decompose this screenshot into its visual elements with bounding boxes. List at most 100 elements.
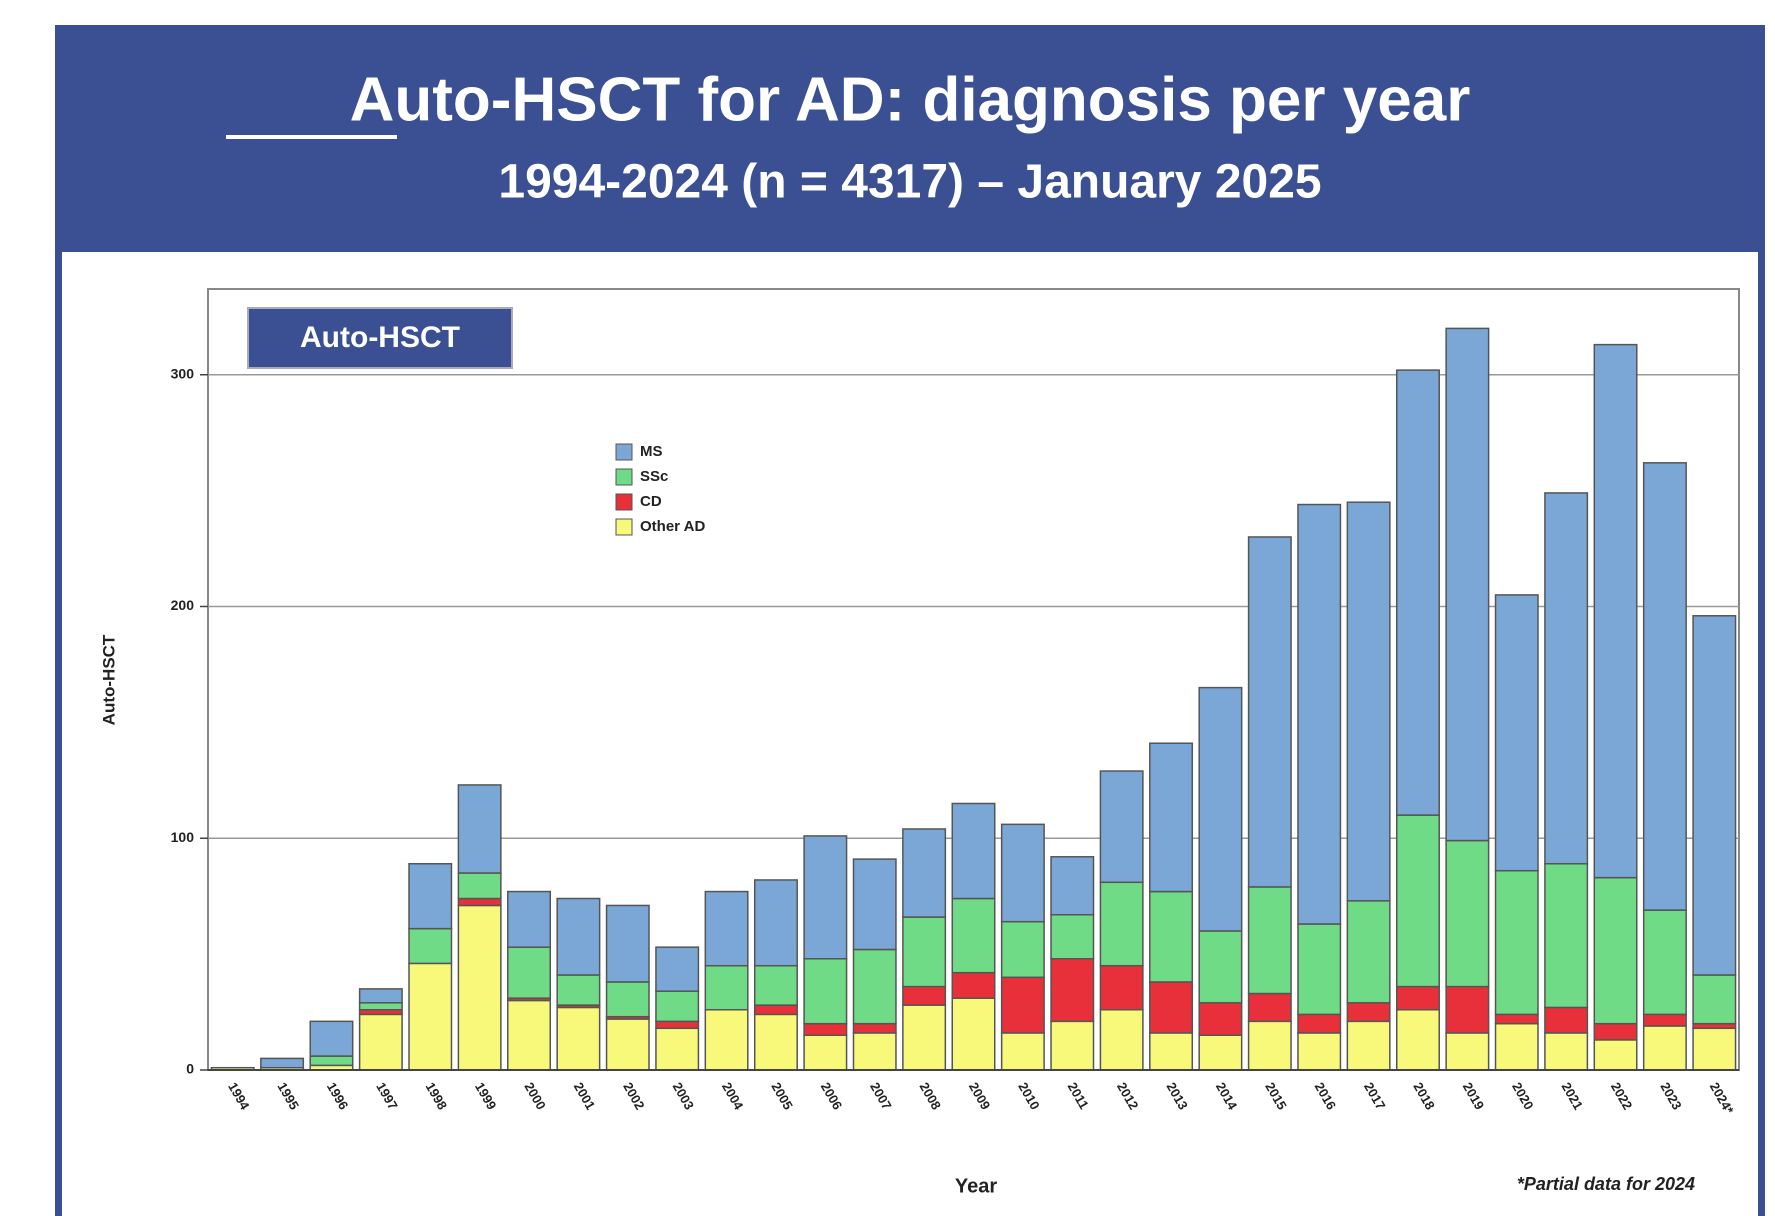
bar-segment: [457, 784, 502, 874]
bar-segment: [1000, 976, 1045, 1034]
bar-segment: [1494, 594, 1539, 872]
bar-segment: [1050, 1020, 1095, 1071]
bar-segment: [951, 802, 996, 900]
bar-segment: [655, 946, 700, 992]
chart-title: Auto-HSCT for AD: diagnosis per year: [350, 65, 1471, 134]
bar-segment: [1099, 881, 1144, 967]
bar-segment: [358, 988, 403, 1004]
y-tick-label: 0: [186, 1061, 194, 1077]
bar-segment: [1099, 1008, 1144, 1071]
bar-segment: [1297, 1032, 1342, 1071]
bar-segment: [753, 879, 798, 967]
bar-segment: [1544, 1032, 1589, 1071]
bar-segment: [556, 1006, 601, 1071]
bar-segment: [655, 1020, 700, 1030]
bar-segment: [902, 916, 947, 988]
bar-segment: [1593, 343, 1638, 879]
bar-segment: [1445, 985, 1490, 1034]
bar-segment: [1395, 814, 1440, 988]
bar-segment: [1692, 974, 1737, 1025]
bar-segment: [1346, 1020, 1391, 1071]
badge: [247, 307, 513, 369]
bar-segment: [457, 897, 502, 907]
bar-segment: [1149, 1032, 1194, 1071]
bar-segment: [260, 1057, 305, 1069]
bar-segment: [803, 958, 848, 1025]
legend: MS SSc CD Other AD: [615, 443, 705, 536]
bar-segment: [1149, 981, 1194, 1034]
bar-segment: [1198, 1002, 1243, 1036]
badge-text: Auto-HSCT: [300, 321, 460, 354]
bar-segment: [1000, 823, 1045, 923]
bar-segment: [309, 1055, 354, 1067]
bar-segment: [1593, 876, 1638, 1025]
legend-swatch: [615, 518, 633, 536]
bar-segment: [655, 1027, 700, 1071]
bar-segment: [1297, 503, 1342, 925]
bar-segment: [1692, 615, 1737, 976]
bar-segment: [655, 990, 700, 1023]
bar-segment: [1445, 327, 1490, 842]
legend-label: Other AD: [640, 518, 705, 535]
bar-segment: [951, 897, 996, 974]
bar-segment: [1395, 1008, 1440, 1071]
bar-segment: [1544, 1006, 1589, 1034]
y-tick-label: 300: [171, 365, 195, 381]
bar-segment: [1099, 770, 1144, 884]
bar-segment: [1198, 1034, 1243, 1071]
bar-segment: [1445, 1032, 1490, 1071]
bar-segment: [1494, 1013, 1539, 1025]
bar-segment: [852, 948, 897, 1025]
bar-segment: [309, 1020, 354, 1057]
bar-segment: [408, 962, 453, 1071]
bar-segment: [1692, 1027, 1737, 1071]
bar-segment: [1346, 1002, 1391, 1023]
bar-segment: [457, 904, 502, 1071]
bar-segment: [1544, 492, 1589, 865]
bar-segment: [704, 890, 749, 967]
bar-segment: [1247, 1020, 1292, 1071]
bar-segment: [358, 1013, 403, 1071]
bar-segment: [1593, 1022, 1638, 1041]
bar-segment: [852, 1022, 897, 1034]
bar-segment: [902, 985, 947, 1006]
bar-segment: [1050, 856, 1095, 916]
bar-segment: [556, 897, 601, 976]
bar-segment: [605, 904, 650, 983]
bar-segment: [507, 946, 552, 999]
bar-segment: [803, 1022, 848, 1036]
bar-segment: [951, 971, 996, 999]
bar-segment: [1198, 686, 1243, 932]
bar-segment: [753, 1013, 798, 1071]
bar-segment: [1247, 886, 1292, 995]
bar-segment: [1642, 1013, 1687, 1027]
bar-segment: [1395, 985, 1440, 1011]
bar-segment: [753, 1004, 798, 1016]
bar-segment: [1395, 369, 1440, 816]
y-tick-label: 200: [171, 597, 195, 613]
bar-segment: [1642, 462, 1687, 911]
bar-segment: [1445, 839, 1490, 988]
bar-segment: [1346, 900, 1391, 1004]
bar-segment: [1544, 862, 1589, 1009]
bar-segment: [852, 858, 897, 951]
bar-segment: [358, 1002, 403, 1011]
bar-segment: [457, 872, 502, 900]
bar-segment: [1198, 930, 1243, 1004]
bar-segment: [507, 890, 552, 948]
bar-segment: [1247, 992, 1292, 1023]
bar-segment: [1297, 1013, 1342, 1034]
bar-segment: [1149, 890, 1194, 983]
legend-label: SSc: [640, 468, 668, 485]
bar-segment: [408, 927, 453, 965]
bar-segment: [852, 1032, 897, 1071]
bar-segment: [1000, 920, 1045, 979]
bar-segment: [1346, 501, 1391, 902]
bar-segment: [1642, 909, 1687, 1016]
bar-segment: [1050, 913, 1095, 960]
bar-segment: [753, 964, 798, 1006]
bar-segment: [1099, 964, 1144, 1011]
bar-segment: [605, 981, 650, 1018]
bar-segment: [1642, 1025, 1687, 1071]
bar-segment: [704, 1008, 749, 1071]
